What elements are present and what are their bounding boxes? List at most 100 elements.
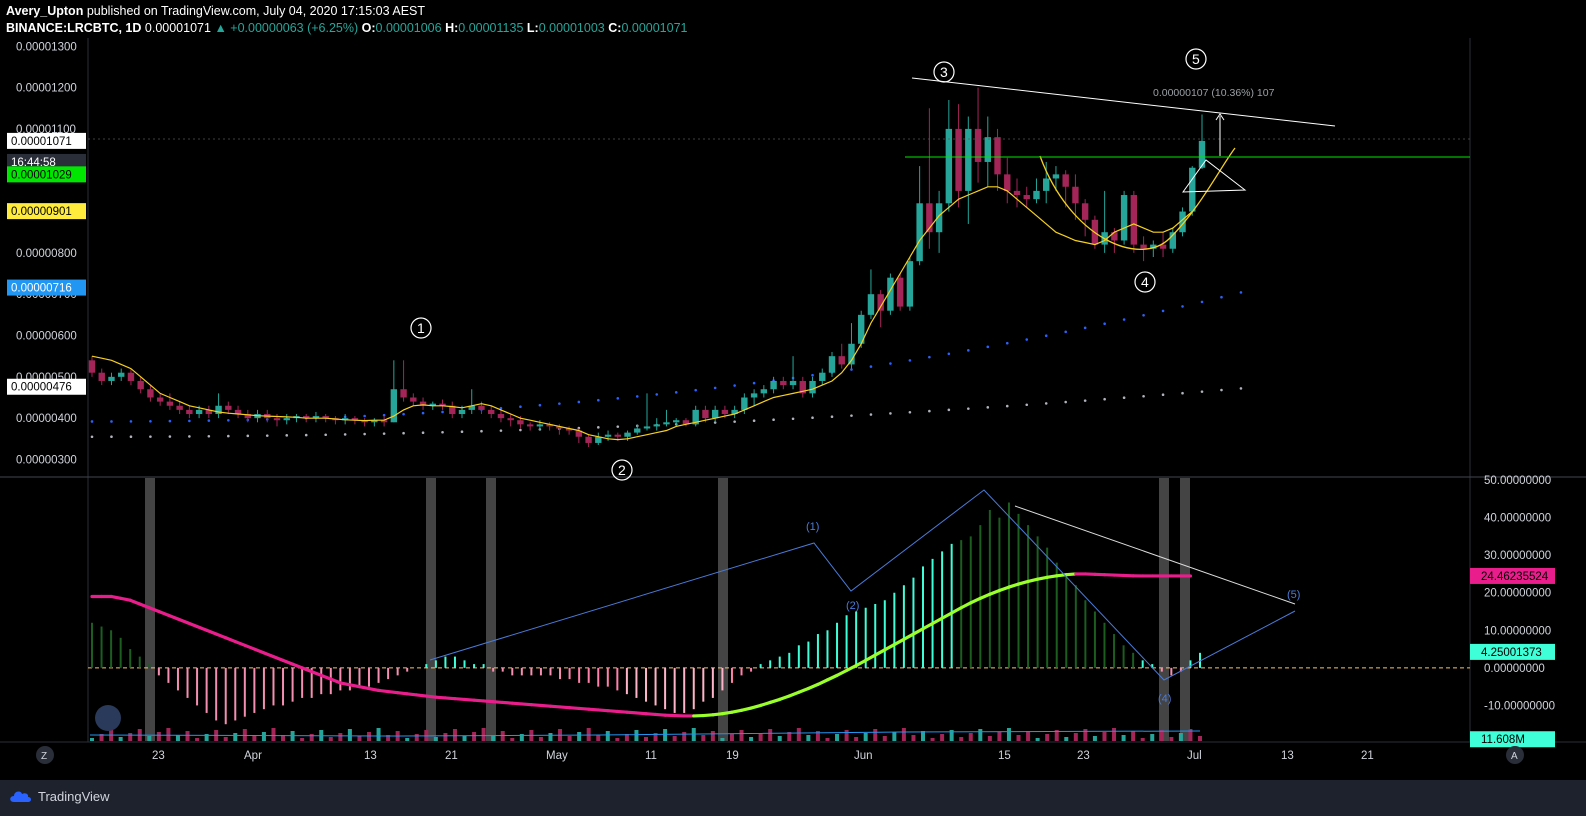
price-change: ▲ +0.00000063 (+6.25%) — [214, 21, 359, 35]
candle-body — [974, 128, 982, 162]
volume-bar — [663, 729, 668, 741]
signal-line-segment — [319, 673, 333, 681]
price-tag-bg — [7, 378, 86, 395]
ma-white-dot — [1239, 387, 1243, 390]
wave-label: 5 — [1192, 51, 1200, 67]
x-tick-label: 11 — [645, 750, 657, 762]
volume-bar — [930, 738, 935, 741]
volume-bar — [1131, 731, 1136, 741]
volume-bar — [1054, 730, 1059, 741]
candle-body — [176, 405, 183, 410]
candle-body — [186, 409, 193, 415]
x-tick-label: 23 — [1077, 750, 1090, 762]
ma-white-dot — [110, 435, 113, 439]
ma-white-dot — [480, 429, 483, 433]
volume-bar — [710, 731, 715, 741]
indicator-value-tag — [1470, 567, 1555, 584]
candle-body — [478, 405, 485, 410]
chart-canvas[interactable]: 0.000013000.000012000.000011000.00001000… — [0, 38, 1586, 780]
ma-blue-dot — [694, 388, 697, 392]
volume-bar — [624, 734, 629, 741]
candle-body — [526, 424, 534, 427]
low-label: L: — [526, 21, 539, 35]
volume-bar — [271, 728, 276, 741]
volume-bar — [1159, 730, 1164, 741]
publish-info: Avery_Upton published on TradingView.com… — [6, 4, 425, 18]
signal-line-segment — [338, 681, 352, 687]
ma-blue-dot — [616, 397, 620, 400]
y-tick-label: 0.00000800 — [16, 248, 77, 260]
candle-body — [156, 397, 164, 402]
price-tag-bg — [7, 279, 86, 296]
signal-line-segment — [1016, 579, 1030, 586]
volume-bar — [166, 728, 171, 741]
ma-white-dot — [129, 435, 133, 438]
candle-body — [468, 405, 475, 410]
candle-body — [215, 405, 222, 415]
signal-line-segment — [988, 588, 1002, 596]
ma-blue-dot — [441, 410, 444, 414]
price-tag-bg — [7, 132, 86, 149]
candle-body — [916, 203, 923, 262]
wave-count-line — [429, 489, 1296, 681]
volume-bar — [777, 736, 782, 741]
chart-bg — [0, 38, 1586, 780]
volume-bar — [519, 734, 524, 741]
ma-blue-dot — [967, 349, 970, 352]
candle-body — [166, 401, 174, 406]
candle-body — [1081, 203, 1089, 220]
ma-blue-dot — [1122, 318, 1126, 321]
candle-body — [419, 401, 427, 406]
signal-line-segment — [329, 677, 342, 685]
ma-blue-dot — [188, 419, 191, 423]
signal-line-segment — [300, 666, 314, 674]
candle-body — [400, 389, 407, 398]
volume-bar — [1121, 735, 1126, 741]
candle-body — [351, 418, 359, 421]
volume-bar — [959, 737, 964, 741]
candle-body — [731, 409, 738, 415]
symbol-label[interactable]: BINANCE:LRCBTC, 1D — [6, 21, 142, 35]
volume-bar — [118, 737, 123, 741]
candle-body — [565, 428, 573, 431]
ma-blue-dot — [519, 405, 522, 409]
candle-body — [702, 409, 709, 419]
tradingview-logo[interactable]: TradingView — [8, 788, 110, 804]
ma-white-dot — [889, 412, 892, 415]
candle-body — [108, 376, 115, 381]
candle-body — [1072, 186, 1079, 204]
ma-blue-dot — [1083, 326, 1087, 330]
yellow-ma-line — [91, 186, 1193, 441]
signal-line-segment — [195, 624, 209, 632]
wave-label: 4 — [1141, 274, 1149, 290]
volume-bar — [433, 737, 438, 741]
ma-white-dot — [285, 434, 289, 437]
candle-body — [945, 128, 953, 204]
signal-line-segment — [825, 673, 839, 682]
indicator-value-tag — [1470, 731, 1555, 748]
triangle-drawing — [1182, 159, 1247, 193]
volume-bar — [949, 730, 954, 741]
candle-body — [575, 430, 583, 437]
indicator-wave-label: (5) — [1287, 589, 1300, 601]
volume-bar — [672, 736, 677, 741]
signal-line-segment — [911, 627, 925, 636]
ma-white-dot — [597, 426, 600, 429]
author-name[interactable]: Avery_Upton — [6, 4, 84, 18]
ma-white-dot — [811, 416, 814, 420]
volume-bar — [577, 732, 582, 741]
volume-bar — [376, 728, 381, 741]
indicator-wave-label: (4) — [1158, 693, 1171, 705]
volume-ma — [89, 730, 1201, 737]
volume-bar — [500, 731, 505, 741]
open-label: O: — [361, 21, 376, 35]
wave-circle — [1185, 48, 1207, 70]
candle-body — [653, 424, 660, 427]
volume-bar — [538, 737, 543, 741]
ma-blue-dot — [1025, 338, 1029, 341]
candle-body — [283, 418, 290, 421]
signal-line-segment — [405, 692, 419, 697]
signal-line-segment — [997, 585, 1011, 593]
signal-line-segment — [873, 648, 887, 657]
candle-body — [507, 418, 514, 421]
